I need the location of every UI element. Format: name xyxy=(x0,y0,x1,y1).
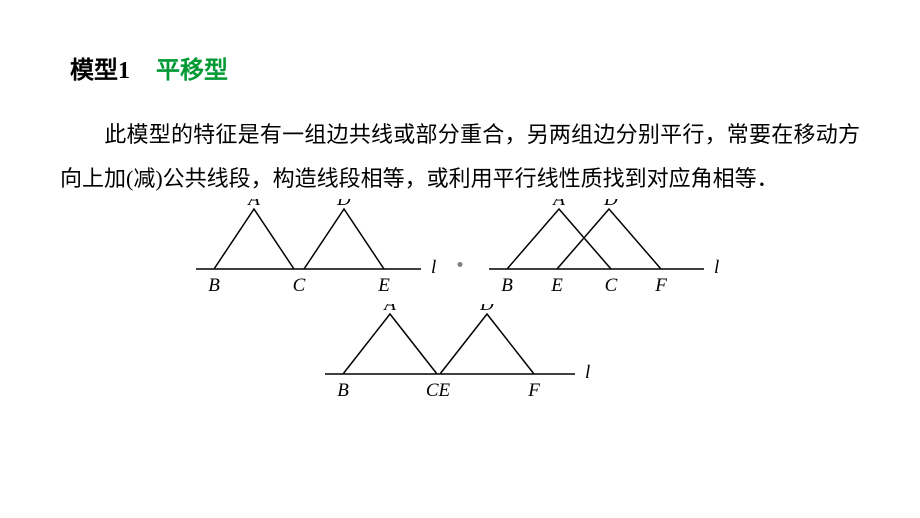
label-A: A xyxy=(382,304,396,315)
label-D: D xyxy=(336,199,351,210)
label-line-l: l xyxy=(585,362,590,383)
label-F: F xyxy=(654,275,667,296)
label-C: C xyxy=(293,275,306,296)
label-D: D xyxy=(479,304,494,315)
label-D: D xyxy=(603,199,618,210)
model-type-label: 平移型 xyxy=(156,58,228,84)
diagram-area: A D B C E l A D B E C F l xyxy=(60,199,860,409)
label-B: B xyxy=(337,380,349,401)
page-root: 模型1 平移型 此模型的特征是有一组边共线或部分重合，另两组边分别平行，常要在移… xyxy=(0,0,920,518)
label-B: B xyxy=(208,275,220,296)
label-CE: CE xyxy=(426,380,451,401)
label-C: C xyxy=(605,275,618,296)
model-number-label: 模型1 xyxy=(70,58,130,84)
paragraph-text: 此模型的特征是有一组边共线或部分重合，另两组边分别平行，常要在移动方向上加(减)… xyxy=(60,122,860,191)
label-E: E xyxy=(377,275,390,296)
label-E: E xyxy=(550,275,563,296)
label-A: A xyxy=(246,199,260,210)
diagram-row-top: A D B C E l A D B E C F l xyxy=(60,199,860,304)
diagram-top-right: A D B E C F l xyxy=(489,199,724,299)
diagram-row-bottom: A D B CE F l xyxy=(60,304,860,409)
header: 模型1 平移型 xyxy=(70,50,860,85)
label-line-l: l xyxy=(431,257,436,278)
body-paragraph: 此模型的特征是有一组边共线或部分重合，另两组边分别平行，常要在移动方向上加(减)… xyxy=(60,113,860,201)
label-A: A xyxy=(551,199,565,210)
diagram-bottom: A D B CE F l xyxy=(325,304,595,404)
label-B: B xyxy=(501,275,513,296)
diagram-top-left: A D B C E l xyxy=(196,199,441,299)
label-line-l: l xyxy=(714,257,719,278)
label-F: F xyxy=(527,380,540,401)
